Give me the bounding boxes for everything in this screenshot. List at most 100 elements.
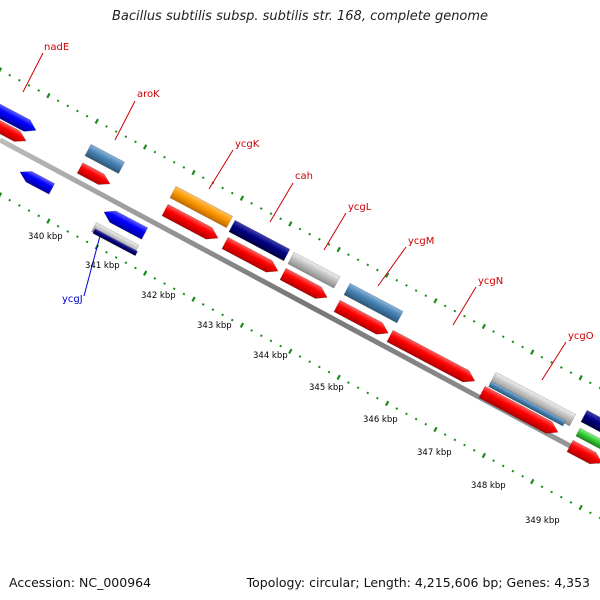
gene-red-3[interactable] [161,203,221,244]
gene-label-ycgM[interactable]: ycgM [408,236,434,247]
inner-tick [288,348,293,355]
inner-tick [395,407,399,410]
gene-label-ycgN[interactable]: ycgN [478,276,503,287]
outer-tick [124,135,128,139]
gene-red-1[interactable] [0,119,29,147]
outer-tick [356,258,360,262]
inner-tick [239,322,245,328]
inner-tick [530,478,535,485]
outer-tick [143,144,148,150]
inner-tick [153,277,157,280]
outer-tick [550,361,553,364]
outer-tick [501,335,505,339]
gene-red-5[interactable] [279,267,330,303]
feature-track [0,99,600,468]
gene-label-aroK[interactable]: aroK [137,89,160,100]
inner-tick [221,313,224,317]
inner-tick [250,329,253,332]
gene-red-7[interactable] [478,385,561,438]
gene-blue-rev-2[interactable] [101,206,149,240]
inner-tick [540,485,544,489]
scale-label: 342 kbp [141,291,176,301]
gene-ycgK[interactable] [169,185,233,229]
scale-label: 348 kbp [471,481,506,491]
outer-tick [433,298,438,304]
gene-blue-rev-1[interactable] [17,167,56,195]
gene-label-ycgJ[interactable]: ycgJ [62,294,83,305]
outer-tick [318,237,321,241]
callout-line-ycgM [377,246,407,287]
inner-tick [56,224,60,228]
gene-label-nadE[interactable]: nadE [44,42,69,53]
inner-tick [318,365,321,369]
inner-tick [191,296,196,302]
inner-tick [37,214,41,218]
outer-tick [250,202,253,205]
callout-line-ycgN [452,286,477,326]
outer-tick [492,330,495,333]
gene-aroK[interactable] [84,143,126,174]
outer-tick [327,243,331,246]
outer-tick [76,109,79,113]
outer-tick [472,319,476,323]
outer-tick [239,195,245,201]
outer-tick [27,84,31,87]
scale-label: 343 kbp [197,321,232,331]
inner-tick [298,355,302,358]
outer-tick [308,232,312,236]
outer-tick [230,191,234,195]
callout-line-ycgJ [83,235,101,297]
gene-green-edge[interactable] [575,427,600,451]
outer-tick [384,272,390,278]
outer-tick [511,340,515,344]
gene-label-ycgK[interactable]: ycgK [235,139,260,150]
scale-labels: 340 kbp 341 kbp 342 kbp 343 kbp 344 kbp 345 k… [28,232,560,526]
outer-tick [366,263,370,267]
scale-label: 340 kbp [28,232,63,242]
gene-ycgL[interactable] [287,251,341,289]
inner-tick [492,459,495,463]
outer-tick [588,381,592,385]
map-title: Bacillus subtilis subsp. subtilis str. 1… [111,9,489,24]
inner-tick [8,198,12,202]
gene-ycgM[interactable] [343,282,404,324]
outer-tick [288,221,293,227]
gene-red-2[interactable] [76,162,113,190]
scale-label: 347 kbp [417,448,452,458]
outer-tick [85,114,89,118]
outer-tick [530,349,535,355]
inner-tick [501,464,505,468]
inner-tick [114,256,118,259]
inner-tick [182,292,186,296]
gene-ycgN[interactable] [386,329,478,386]
gene-label-cah[interactable]: cah [295,171,313,182]
outer-tick [336,246,341,253]
outer-tick [453,309,457,313]
outer-tick [298,227,302,231]
gene-red-8[interactable] [566,439,600,468]
gene-label-ycgL[interactable]: ycgL [348,202,372,213]
outer-tick [191,169,196,176]
gene-cah[interactable] [228,219,291,262]
gene-navy-edge[interactable] [580,409,600,437]
outer-tick [46,92,51,99]
outer-tick [279,217,282,221]
inner-tick [201,303,205,306]
inner-tick [211,308,215,311]
gene-red-6[interactable] [333,299,391,339]
gene-label-ycgO[interactable]: ycgO [568,331,594,342]
gene-ycgO[interactable] [489,371,576,427]
outer-tick [37,89,41,92]
inner-tick [27,209,31,212]
inner-tick [347,381,350,384]
outer-tick [56,99,60,103]
gene-ycgO-core[interactable] [488,380,567,427]
inner-tick [172,287,176,291]
outer-tick [8,73,12,77]
gene-red-4[interactable] [221,236,281,277]
outer-tick [221,186,224,190]
gene-ycgJ-core[interactable] [92,228,138,257]
outer-tick [269,212,273,215]
gene-nadE[interactable] [0,99,39,136]
